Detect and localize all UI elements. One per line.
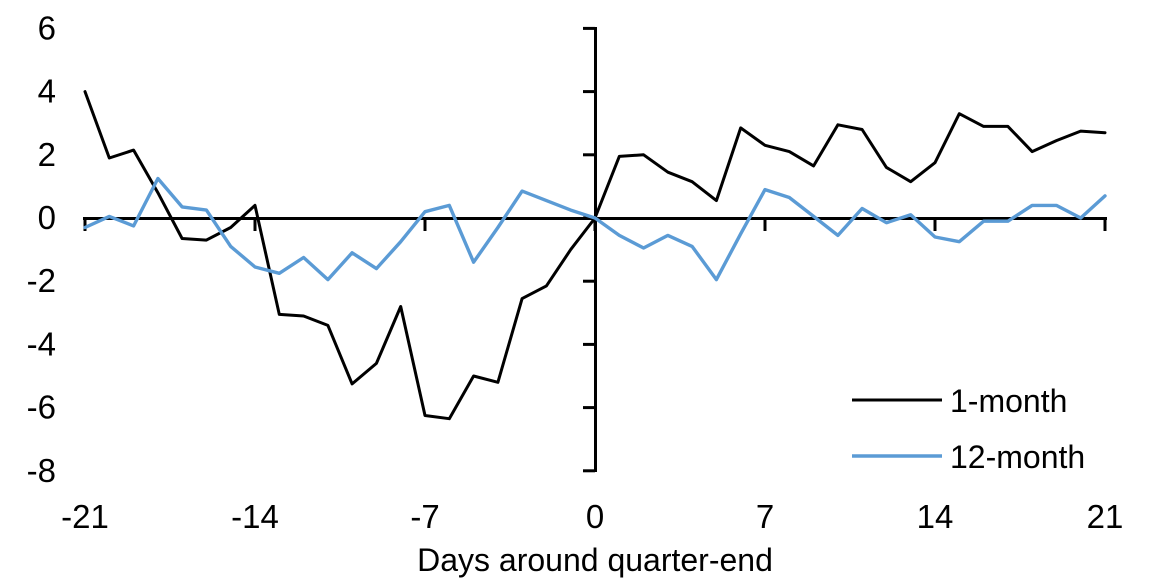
y-tick-label: -6 xyxy=(27,389,56,426)
legend-label-1-month: 1-month xyxy=(950,383,1067,419)
x-tick-label: 0 xyxy=(586,498,604,535)
y-tick-label: -4 xyxy=(27,325,56,362)
x-tick-label: -21 xyxy=(61,498,109,535)
y-tick-label: 4 xyxy=(38,73,56,110)
y-tick-label: -2 xyxy=(27,262,56,299)
y-tick-label: 2 xyxy=(38,136,56,173)
x-tick-label: -7 xyxy=(410,498,439,535)
series-layer xyxy=(83,90,1107,421)
x-tick-label: -14 xyxy=(231,498,279,535)
y-tick-label: -8 xyxy=(27,452,56,489)
x-tick-label: 7 xyxy=(756,498,774,535)
y-tick-label: 0 xyxy=(38,199,56,236)
x-axis-title: Days around quarter-end xyxy=(417,542,773,578)
legend: 1-month 12-month xyxy=(852,383,1085,475)
y-tick-label: 6 xyxy=(38,9,56,46)
legend-label-12-month: 12-month xyxy=(950,439,1085,475)
series-line-12-month xyxy=(83,176,1107,282)
x-tick-label: 14 xyxy=(917,498,954,535)
x-tick-label: 21 xyxy=(1087,498,1124,535)
tick-layer: -21 -14 -7 0 7 14 21 6 4 2 0 -2 -4 -6 -8 xyxy=(27,9,1124,535)
